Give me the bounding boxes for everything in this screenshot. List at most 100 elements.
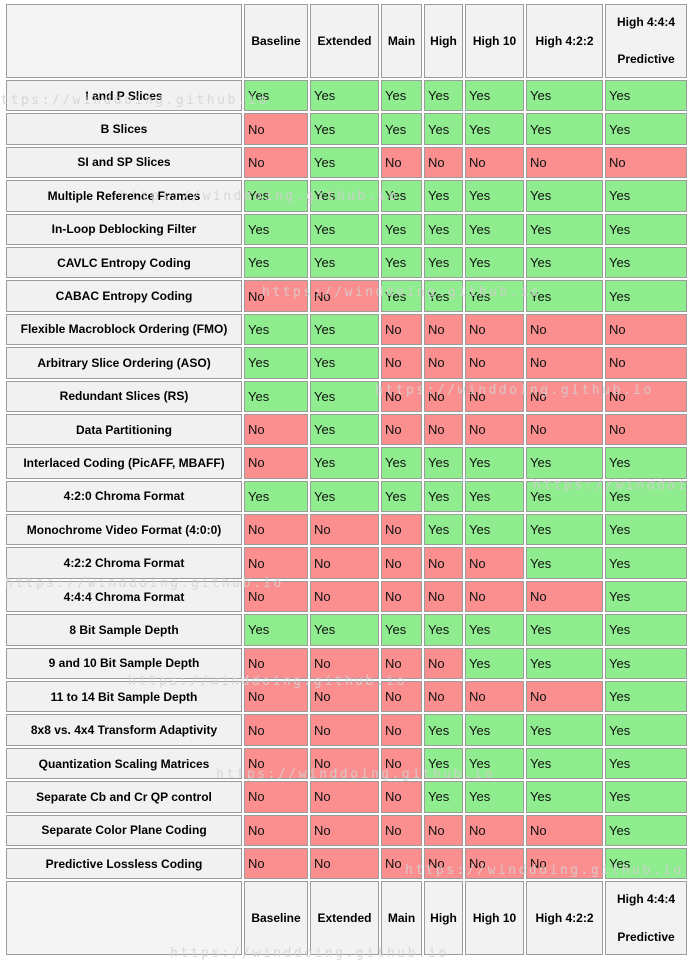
table-row: SI and SP Slices No Yes No No No No No <box>6 146 687 179</box>
value-cell: Yes <box>465 480 524 513</box>
value-cell: Yes <box>526 213 603 245</box>
value-cell: No <box>465 547 524 579</box>
header-column-high-10: High 10 <box>465 4 524 78</box>
value-cell: No <box>381 681 422 713</box>
value-cell: Yes <box>381 180 422 212</box>
table-row: 8 Bit Sample Depth Yes Yes Yes Yes Yes Yes Yes <box>6 614 687 646</box>
value-cell: Yes <box>605 714 687 746</box>
value-cell: No <box>381 313 422 346</box>
header-row: Baseline Extended Main High High 10 High 4:2:… <box>6 4 687 78</box>
value-cell: No <box>244 747 308 780</box>
value-cell: Yes <box>381 280 422 312</box>
value-cell: No <box>310 847 379 880</box>
value-cell: Yes <box>605 814 687 846</box>
value-cell: No <box>244 413 308 446</box>
value-cell: No <box>526 313 603 346</box>
footer-column-baseline: Baseline <box>244 881 308 956</box>
value-cell: Yes <box>424 180 463 212</box>
value-cell: No <box>310 647 379 680</box>
value-cell: Yes <box>381 80 422 112</box>
value-cell: Yes <box>310 480 379 513</box>
value-cell: No <box>465 380 524 412</box>
footer-column-high: High <box>424 881 463 956</box>
table-row: CAVLC Entropy Coding Yes Yes Yes Yes Yes Yes Ye… <box>6 246 687 279</box>
value-cell: Yes <box>465 213 524 245</box>
value-cell: Yes <box>526 113 603 145</box>
value-cell: Yes <box>526 714 603 746</box>
value-cell: Yes <box>465 747 524 780</box>
value-cell: Yes <box>605 614 687 646</box>
value-cell: No <box>244 847 308 880</box>
value-cell: No <box>424 146 463 179</box>
feature-label-in-loop-deblocking-filter: In-Loop Deblocking Filter <box>6 213 242 245</box>
value-cell: Yes <box>381 246 422 279</box>
value-cell: No <box>424 347 463 379</box>
value-cell: No <box>310 781 379 813</box>
table-row: Separate Cb and Cr QP control No No No Yes Ye… <box>6 781 687 813</box>
value-cell: No <box>424 681 463 713</box>
value-cell: Yes <box>310 113 379 145</box>
header-column-extended: Extended <box>310 4 379 78</box>
feature-label-4-4-4-chroma-format: 4:4:4 Chroma Format <box>6 580 242 613</box>
value-cell: No <box>526 347 603 379</box>
value-cell: Yes <box>605 480 687 513</box>
value-cell: No <box>424 547 463 579</box>
value-cell: Yes <box>605 681 687 713</box>
value-cell: Yes <box>465 246 524 279</box>
value-cell: No <box>424 847 463 880</box>
feature-label-i-and-p-slices: I and P Slices <box>6 80 242 112</box>
value-cell: No <box>424 580 463 613</box>
value-cell: No <box>465 847 524 880</box>
value-cell: No <box>465 313 524 346</box>
value-cell: Yes <box>424 80 463 112</box>
value-cell: No <box>244 113 308 145</box>
value-cell: No <box>244 647 308 680</box>
value-cell: Yes <box>244 80 308 112</box>
value-cell: No <box>465 814 524 846</box>
value-cell: No <box>526 681 603 713</box>
value-cell: No <box>424 647 463 680</box>
value-cell: No <box>244 681 308 713</box>
value-cell: No <box>465 146 524 179</box>
value-cell: No <box>244 547 308 579</box>
value-cell: Yes <box>526 547 603 579</box>
value-cell: Yes <box>244 480 308 513</box>
value-cell: Yes <box>605 580 687 613</box>
value-cell: Yes <box>465 714 524 746</box>
value-cell: Yes <box>244 313 308 346</box>
value-cell: Yes <box>605 246 687 279</box>
feature-label-redundant-slices-rs: Redundant Slices (RS) <box>6 380 242 412</box>
value-cell: No <box>526 146 603 179</box>
value-cell: Yes <box>424 614 463 646</box>
value-cell: No <box>381 814 422 846</box>
value-cell: No <box>381 514 422 546</box>
feature-label-11-to-14-bit-sample-depth: 11 to 14 Bit Sample Depth <box>6 681 242 713</box>
value-cell: Yes <box>526 747 603 780</box>
value-cell: Yes <box>605 447 687 479</box>
value-cell: Yes <box>526 447 603 479</box>
value-cell: No <box>424 814 463 846</box>
value-cell: Yes <box>605 80 687 112</box>
value-cell: Yes <box>424 280 463 312</box>
value-cell: Yes <box>310 447 379 479</box>
value-cell: Yes <box>605 180 687 212</box>
value-cell: No <box>605 380 687 412</box>
value-cell: Yes <box>605 280 687 312</box>
value-cell: No <box>310 714 379 746</box>
value-cell: Yes <box>424 714 463 746</box>
feature-label-data-partitioning: Data Partitioning <box>6 413 242 446</box>
value-cell: No <box>526 580 603 613</box>
feature-label-b-slices: B Slices <box>6 113 242 145</box>
header-column-high-4-2-2: High 4:2:2 <box>526 4 603 78</box>
table-row: 4:4:4 Chroma Format No No No No No No Yes <box>6 580 687 613</box>
footer-column-high-10: High 10 <box>465 881 524 956</box>
table-row: Multiple Reference Frames Yes Yes Yes Yes Yes… <box>6 180 687 212</box>
footer-column-high-4-4-4-predictive: High 4:4:4 Predictive <box>605 881 687 956</box>
value-cell: Yes <box>310 313 379 346</box>
table-row: B Slices No Yes Yes Yes Yes Yes Yes <box>6 113 687 145</box>
table-header: Baseline Extended Main High High 10 High 4:2:… <box>6 4 687 78</box>
table-row: 4:2:2 Chroma Format No No No No No Yes Yes <box>6 547 687 579</box>
value-cell: No <box>244 514 308 546</box>
value-cell: Yes <box>424 113 463 145</box>
value-cell: Yes <box>381 480 422 513</box>
